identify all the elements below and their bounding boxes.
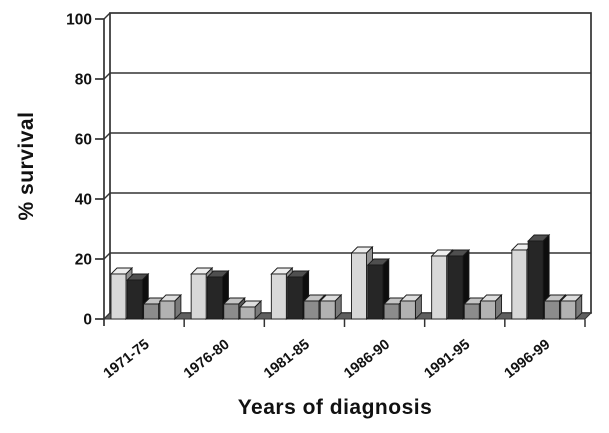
bar-dark-gray-bars [383, 303, 400, 320]
x-tick-label: 1971-75 [101, 337, 153, 382]
bar-medium-gray-bars [239, 306, 256, 320]
x-tick-label: 1986-90 [341, 337, 393, 382]
bar-black-bars [367, 264, 384, 320]
y-tick-3d-connector [103, 192, 111, 200]
x-tick-label: 1996-99 [502, 337, 554, 382]
x-tick-label: 1981-85 [261, 337, 313, 382]
y-axis-title: % survival [15, 111, 38, 221]
bar-dark-gray-bars [463, 303, 480, 320]
y-tick-3d-connector [103, 72, 111, 80]
bar-medium-gray-bars [399, 300, 416, 320]
bar-medium-gray-bars [319, 300, 336, 320]
y-tick-label: 100 [66, 12, 92, 29]
x-axis-title: Years of diagnosis [237, 396, 433, 419]
bar-light-gray-bars [431, 255, 448, 320]
bar-light-gray-bars [110, 273, 127, 320]
bar-black-bars [207, 276, 223, 320]
y-tick-label: 0 [83, 312, 92, 329]
bar-black-bars [287, 276, 304, 320]
bar-dark-gray-bars [143, 303, 160, 320]
y-tick-label: 80 [75, 72, 92, 89]
bar-medium-gray-bars [560, 300, 577, 320]
x-tick-label: 1991-95 [421, 337, 473, 382]
bar-light-gray-bars [270, 273, 287, 320]
bar-dark-gray-bars [303, 300, 320, 320]
y-tick-label: 40 [75, 192, 92, 209]
bar-black-bars [527, 240, 544, 320]
y-tick-3d-connector [103, 252, 111, 260]
x-tick-label: 1976-80 [181, 337, 233, 382]
bar-light-gray-bars [190, 273, 207, 320]
y-tick-label: 60 [75, 132, 92, 149]
bar-medium-gray-bars [480, 300, 497, 320]
bar-dark-gray-bars [543, 300, 560, 320]
y-tick-3d-connector [103, 132, 111, 140]
bar-light-gray-bars [351, 252, 367, 320]
bar-light-gray-bars [511, 249, 528, 320]
bar-dark-gray-bars [223, 303, 240, 320]
plot-area [109, 12, 592, 314]
bar-black-bars [447, 255, 464, 320]
bar-black-bars [126, 279, 143, 320]
bar-medium-gray-bars [159, 300, 176, 320]
y-tick-label: 20 [75, 252, 92, 269]
y-tick-3d-connector [103, 12, 111, 20]
